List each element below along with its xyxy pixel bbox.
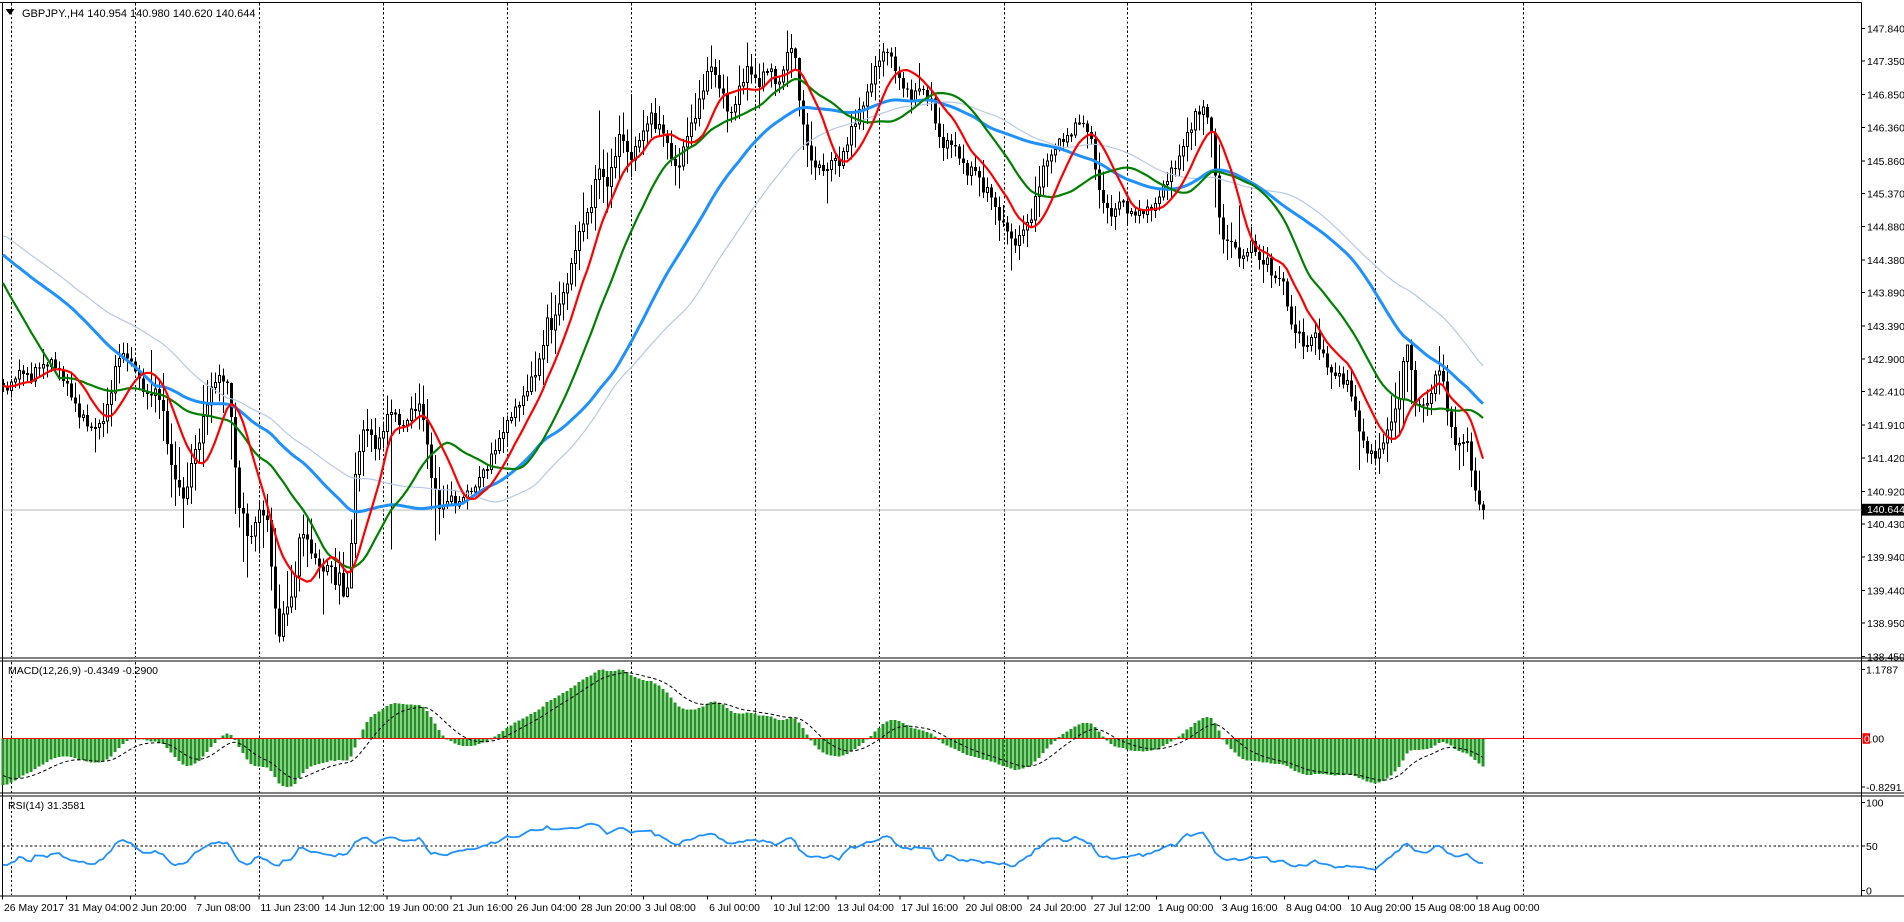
svg-text:17 Jul 16:00: 17 Jul 16:00	[901, 903, 958, 914]
svg-text:26 May 2017: 26 May 2017	[4, 903, 64, 914]
svg-text:142.900: 142.900	[1867, 354, 1904, 366]
svg-text:141.910: 141.910	[1867, 420, 1904, 432]
svg-text:144.880: 144.880	[1867, 221, 1904, 233]
svg-text:24 Jul 20:00: 24 Jul 20:00	[1030, 903, 1087, 914]
svg-text:31 May 04:00: 31 May 04:00	[68, 903, 131, 914]
svg-text:GBPJPY.,H4 140.954 140.980 14: GBPJPY.,H4 140.954 140.980 140.620 140.6…	[22, 8, 255, 20]
svg-text:139.940: 139.940	[1867, 552, 1904, 564]
svg-text:3 Jul 08:00: 3 Jul 08:00	[645, 903, 696, 914]
svg-text:147.840: 147.840	[1867, 23, 1904, 35]
svg-text:7 Jun 08:00: 7 Jun 08:00	[196, 903, 251, 914]
svg-text:146.850: 146.850	[1867, 90, 1904, 102]
svg-text:141.420: 141.420	[1867, 453, 1904, 465]
svg-text:6 Jul 00:00: 6 Jul 00:00	[709, 903, 760, 914]
svg-text:1 Aug 00:00: 1 Aug 00:00	[1158, 903, 1214, 914]
svg-text:18 Aug 00:00: 18 Aug 00:00	[1478, 903, 1539, 914]
svg-text:11 Jun 23:00: 11 Jun 23:00	[260, 903, 320, 914]
svg-text:10 Jul 12:00: 10 Jul 12:00	[773, 903, 830, 914]
svg-text:28 Jun 20:00: 28 Jun 20:00	[581, 903, 641, 914]
svg-text:8 Aug 04:00: 8 Aug 04:00	[1286, 903, 1342, 914]
svg-text:138.950: 138.950	[1867, 618, 1904, 630]
svg-text:140.920: 140.920	[1867, 486, 1904, 498]
svg-text:26 Jun 04:00: 26 Jun 04:00	[517, 903, 577, 914]
svg-text:RSI(14) 31.3581: RSI(14) 31.3581	[8, 800, 85, 812]
svg-text:146.360: 146.360	[1867, 122, 1904, 134]
svg-text:MACD(12,26,9) -0.4349 -0.2900: MACD(12,26,9) -0.4349 -0.2900	[8, 665, 158, 677]
svg-text:10 Aug 20:00: 10 Aug 20:00	[1350, 903, 1411, 914]
svg-text:143.890: 143.890	[1867, 288, 1904, 300]
svg-text:100: 100	[1866, 797, 1884, 809]
svg-text:139.440: 139.440	[1867, 585, 1904, 597]
svg-text:14 Jun 12:00: 14 Jun 12:00	[325, 903, 385, 914]
svg-text:138.450: 138.450	[1867, 652, 1904, 664]
svg-text:143.390: 143.390	[1867, 321, 1904, 333]
svg-text:0: 0	[1864, 733, 1870, 745]
svg-text:1.1787: 1.1787	[1866, 664, 1898, 676]
svg-text:145.370: 145.370	[1867, 189, 1904, 201]
svg-text:140.644: 140.644	[1867, 504, 1904, 516]
svg-text:27 Jul 12:00: 27 Jul 12:00	[1094, 903, 1151, 914]
svg-text:20 Jul 08:00: 20 Jul 08:00	[966, 903, 1023, 914]
svg-text:147.350: 147.350	[1867, 56, 1904, 68]
svg-text:144.380: 144.380	[1867, 255, 1904, 267]
svg-text:21 Jun 16:00: 21 Jun 16:00	[453, 903, 513, 914]
svg-text:50: 50	[1866, 841, 1878, 853]
svg-text:15 Aug 08:00: 15 Aug 08:00	[1414, 903, 1475, 914]
svg-text:0: 0	[1866, 886, 1872, 898]
svg-text:140.430: 140.430	[1867, 519, 1904, 531]
svg-text:142.410: 142.410	[1867, 387, 1904, 399]
svg-text:19 Jun 00:00: 19 Jun 00:00	[389, 903, 449, 914]
svg-text:3 Aug 16:00: 3 Aug 16:00	[1222, 903, 1278, 914]
svg-text:2 Jun 20:00: 2 Jun 20:00	[132, 903, 187, 914]
svg-text:13 Jul 04:00: 13 Jul 04:00	[837, 903, 894, 914]
svg-text:.00: .00	[1870, 733, 1885, 745]
svg-text:145.860: 145.860	[1867, 156, 1904, 168]
svg-text:-0.8291: -0.8291	[1866, 782, 1902, 794]
